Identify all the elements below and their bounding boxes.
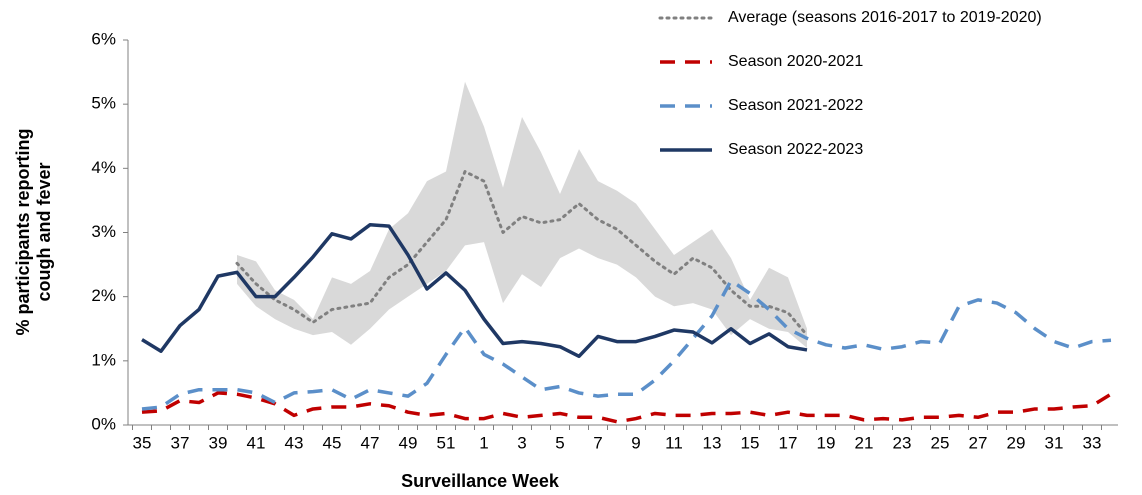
y-tick-label: 0% — [91, 414, 116, 433]
x-tick-label: 47 — [361, 433, 380, 452]
x-tick-label: 5 — [555, 433, 564, 452]
x-tick-label: 43 — [285, 433, 304, 452]
legend-label: Average (seasons 2016-2017 to 2019-2020) — [728, 9, 1042, 26]
series-line — [235, 170, 809, 337]
x-tick-label: 39 — [209, 433, 228, 452]
x-tick-label: 27 — [969, 433, 988, 452]
x-tick-label: 25 — [931, 433, 950, 452]
x-tick-label: 19 — [817, 433, 836, 452]
x-tick-label: 3 — [517, 433, 526, 452]
y-tick-label: 4% — [91, 158, 116, 177]
y-axis-title: % participants reporting — [13, 128, 33, 335]
x-tick-label: 7 — [593, 433, 602, 452]
x-tick-label: 35 — [133, 433, 152, 452]
x-tick-label: 9 — [631, 433, 640, 452]
x-axis-title: Surveillance Week — [401, 471, 560, 491]
x-tick-label: 13 — [703, 433, 722, 452]
range-band — [237, 81, 807, 348]
series-line — [141, 223, 808, 359]
x-tick-label: 31 — [1045, 433, 1064, 452]
y-tick-label: 2% — [91, 286, 116, 305]
y-axis-title: cough and fever — [34, 162, 54, 301]
series-line — [141, 391, 1112, 424]
x-tick-label: 37 — [171, 433, 190, 452]
x-tick-label: 17 — [779, 433, 798, 452]
x-tick-label: 51 — [437, 433, 456, 452]
x-tick-label: 41 — [247, 433, 266, 452]
y-tick-label: 3% — [91, 222, 116, 241]
x-tick-label: 23 — [893, 433, 912, 452]
x-tick-label: 33 — [1083, 433, 1102, 452]
series-line — [141, 278, 1112, 411]
x-tick-label: 45 — [323, 433, 342, 452]
legend-label: Season 2021-2022 — [728, 97, 863, 114]
legend-label: Season 2022-2023 — [728, 141, 863, 158]
x-tick-label: 11 — [665, 433, 683, 452]
legend-label: Season 2020-2021 — [728, 53, 863, 70]
x-tick-label: 49 — [399, 433, 418, 452]
x-tick-label: 21 — [855, 433, 874, 452]
y-tick-label: 5% — [91, 94, 116, 113]
y-tick-label: 6% — [91, 29, 116, 48]
x-tick-label: 29 — [1007, 433, 1026, 452]
x-tick-label: 15 — [741, 433, 760, 452]
y-tick-label: 1% — [91, 350, 116, 369]
x-tick-label: 1 — [479, 433, 488, 452]
